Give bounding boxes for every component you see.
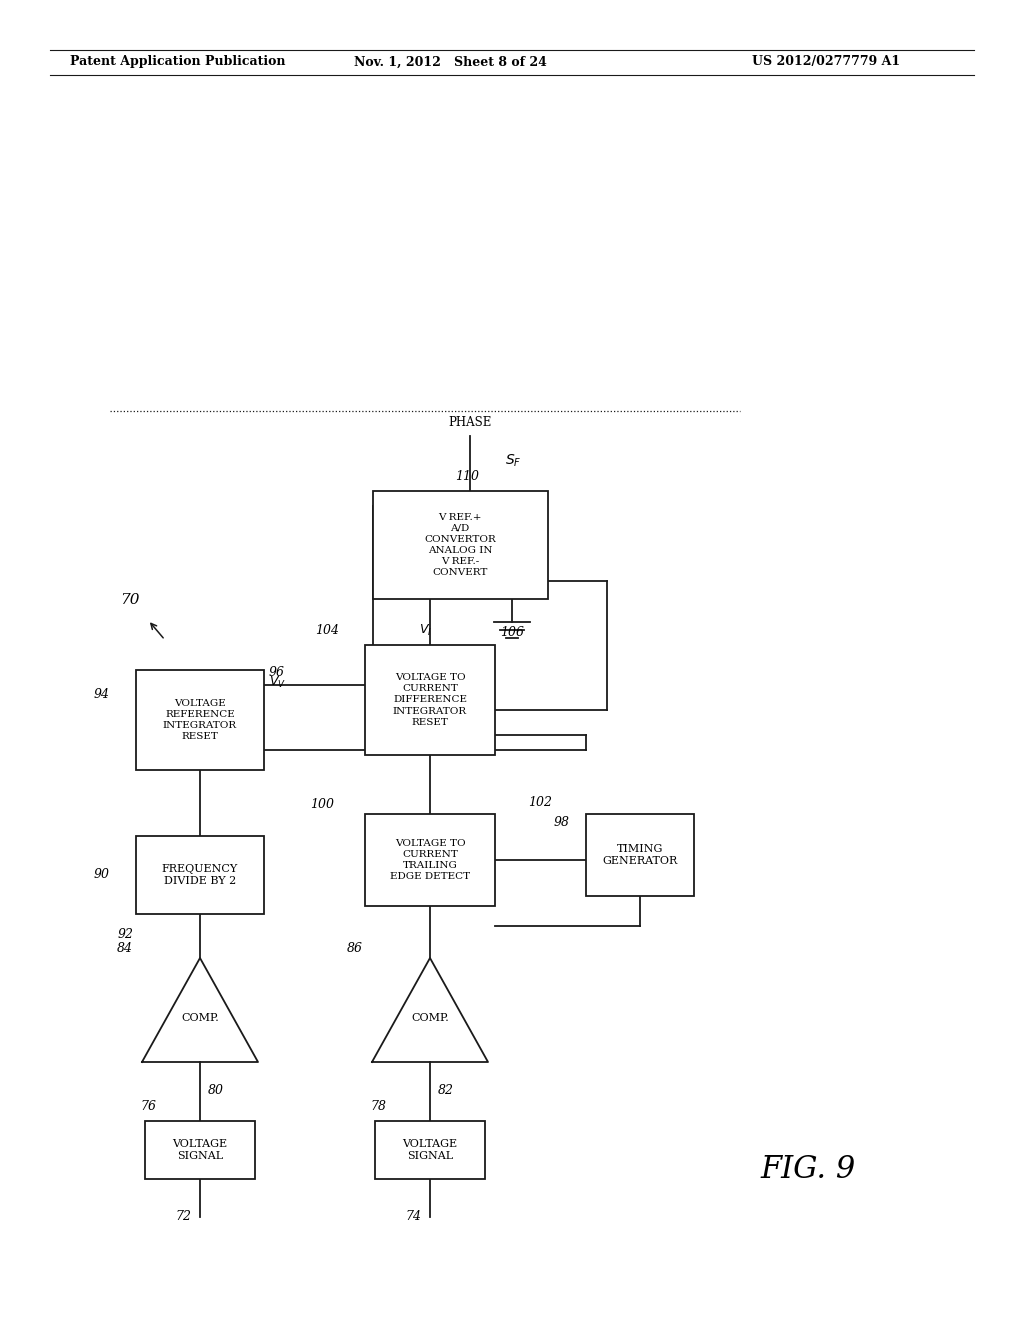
- Text: 98: 98: [554, 816, 570, 829]
- Text: VOLTAGE TO
CURRENT
TRAILING
EDGE DETECT: VOLTAGE TO CURRENT TRAILING EDGE DETECT: [390, 838, 470, 882]
- Text: COMP.: COMP.: [181, 1012, 219, 1023]
- Text: 82: 82: [438, 1085, 454, 1097]
- Text: TIMING
GENERATOR: TIMING GENERATOR: [602, 843, 678, 866]
- Bar: [375, 1121, 485, 1179]
- Polygon shape: [142, 958, 258, 1063]
- Text: 110: 110: [455, 470, 479, 483]
- Text: PHASE: PHASE: [449, 417, 492, 429]
- Bar: [586, 814, 694, 896]
- Bar: [145, 1121, 255, 1179]
- Text: VOLTAGE
SIGNAL: VOLTAGE SIGNAL: [172, 1139, 227, 1162]
- Text: 76: 76: [140, 1101, 156, 1114]
- Text: 74: 74: [406, 1210, 421, 1224]
- Text: 80: 80: [208, 1085, 224, 1097]
- Text: 86: 86: [347, 941, 362, 954]
- Text: 100: 100: [310, 797, 334, 810]
- Polygon shape: [372, 958, 488, 1063]
- Bar: [373, 491, 548, 599]
- Text: 92: 92: [118, 928, 134, 940]
- Text: 84: 84: [117, 941, 133, 954]
- Text: $V_V$: $V_V$: [269, 675, 286, 689]
- Text: US 2012/0277779 A1: US 2012/0277779 A1: [752, 55, 900, 69]
- Text: 90: 90: [94, 869, 110, 882]
- Text: FREQUENCY
DIVIDE BY 2: FREQUENCY DIVIDE BY 2: [162, 863, 239, 886]
- Text: FIG. 9: FIG. 9: [760, 1155, 855, 1185]
- Text: 70: 70: [120, 593, 139, 607]
- Bar: [136, 671, 264, 770]
- Text: $V_I$: $V_I$: [419, 623, 431, 638]
- Text: 102: 102: [528, 796, 552, 808]
- Bar: [365, 814, 495, 906]
- Text: V REF.+
A/D
CONVERTOR
ANALOG IN
V REF.-
CONVERT: V REF.+ A/D CONVERTOR ANALOG IN V REF.- …: [424, 512, 496, 577]
- Bar: [136, 836, 264, 913]
- Text: VOLTAGE
SIGNAL: VOLTAGE SIGNAL: [402, 1139, 458, 1162]
- Text: Patent Application Publication: Patent Application Publication: [70, 55, 286, 69]
- Text: 96: 96: [269, 667, 285, 680]
- Text: 72: 72: [175, 1210, 191, 1224]
- Bar: [365, 645, 495, 755]
- Text: 106: 106: [500, 627, 524, 639]
- Text: 94: 94: [94, 689, 110, 701]
- Text: Nov. 1, 2012   Sheet 8 of 24: Nov. 1, 2012 Sheet 8 of 24: [353, 55, 547, 69]
- Text: 104: 104: [315, 623, 339, 636]
- Text: COMP.: COMP.: [411, 1012, 449, 1023]
- Text: VOLTAGE
REFERENCE
INTEGRATOR
RESET: VOLTAGE REFERENCE INTEGRATOR RESET: [163, 698, 238, 741]
- Text: 78: 78: [370, 1101, 386, 1114]
- Text: $S_F$: $S_F$: [505, 453, 521, 469]
- Text: VOLTAGE TO
CURRENT
DIFFERENCE
INTEGRATOR
RESET: VOLTAGE TO CURRENT DIFFERENCE INTEGRATOR…: [393, 673, 467, 727]
